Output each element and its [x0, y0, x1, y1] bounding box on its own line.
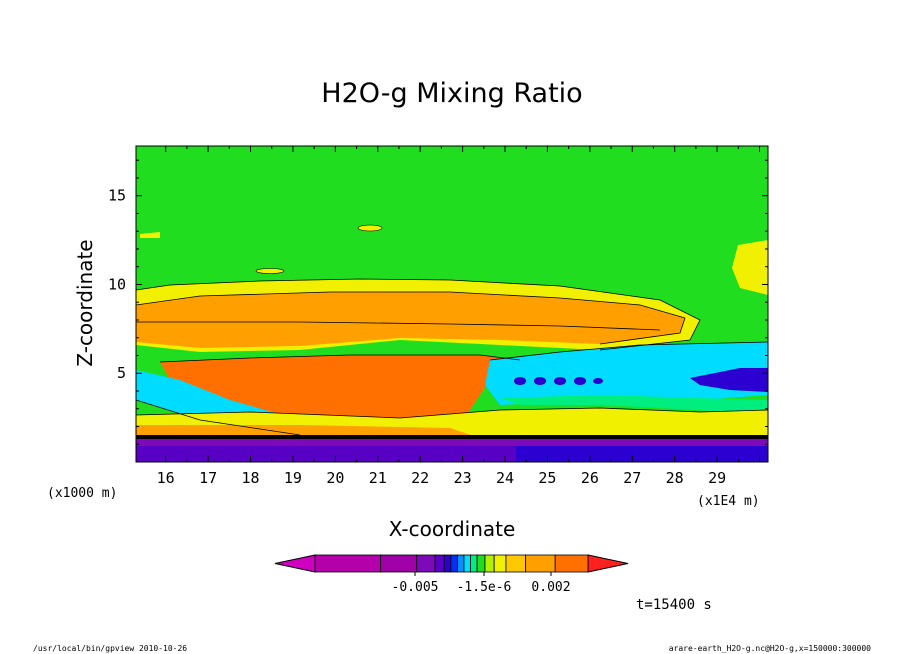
colorbar-swatch	[525, 554, 556, 573]
colorbar-swatch	[493, 554, 507, 573]
blue-lens-right	[690, 368, 768, 392]
colorbar-label-3: 0.002	[531, 580, 570, 595]
small-yellow-patch-2	[255, 268, 285, 274]
x-tick-label: 26	[581, 469, 599, 487]
x-tick-label: 16	[157, 469, 175, 487]
x-tick-label: 25	[538, 469, 556, 487]
contour-field	[136, 146, 768, 462]
y-tick-label: 5	[117, 364, 126, 382]
y-tick-label: 15	[108, 187, 126, 205]
x-tick-label: 28	[666, 469, 684, 487]
colorbar-swatch	[470, 554, 478, 573]
colorbar-max-arrow	[587, 554, 629, 573]
colorbar-swatch	[416, 554, 436, 573]
lower-orange-core	[160, 355, 520, 435]
colorbar-swatch	[450, 554, 458, 573]
colorbar-label-1: -0.005	[392, 580, 439, 595]
dark-purple-ground	[136, 446, 516, 462]
x-tick-label: 29	[708, 469, 726, 487]
x-axis-label: X-coordinate	[389, 517, 516, 541]
colorbar-swatch	[484, 554, 495, 573]
x-tick-label: 23	[454, 469, 472, 487]
plot-frame	[135, 145, 769, 463]
y-tick-label: 10	[108, 275, 126, 293]
x-unit-right: (x1E4 m)	[697, 494, 760, 509]
x-tick-label: 24	[496, 469, 514, 487]
colorbar-min-arrow	[274, 554, 316, 573]
x-tick-label: 22	[411, 469, 429, 487]
footer-right: arare-earth_H2O-g.nc@H2O-g,x=150000:3000…	[669, 644, 871, 653]
chart-title: H2O-g Mixing Ratio	[321, 78, 582, 109]
blue-ground-right	[516, 446, 768, 462]
orange-surface-band	[136, 425, 480, 438]
right-cyan-band	[485, 342, 768, 405]
x-tick-label: 27	[623, 469, 641, 487]
colorbar-swatch	[505, 554, 527, 573]
footer-left: /usr/local/bin/gpview 2010-10-26	[33, 644, 187, 653]
time-label: t=15400 s	[636, 597, 712, 613]
colorbar-swatch	[554, 554, 589, 573]
colorbar-swatch	[380, 554, 418, 573]
colorbar-swatch	[476, 554, 486, 573]
black-surface-line	[136, 435, 768, 439]
y-axis-label: Z-coordinate	[73, 239, 97, 366]
right-lower-green	[500, 395, 768, 420]
colorbar-swatch	[463, 554, 471, 573]
contour-lines	[136, 278, 768, 436]
colorbar	[274, 554, 629, 576]
x-tick-label: 20	[326, 469, 344, 487]
x-tick-label: 19	[284, 469, 302, 487]
x-tick-label: 17	[199, 469, 217, 487]
colorbar-swatch	[457, 554, 465, 573]
x-tick-label: 18	[241, 469, 259, 487]
colorbar-swatch	[314, 554, 382, 573]
colorbar-swatch	[434, 554, 445, 573]
x-unit-left: (x1000 m)	[47, 486, 117, 501]
colorbar-swatch	[443, 554, 452, 573]
blue-dashes	[514, 377, 603, 385]
x-axis-ticks: 16 17 18 19 20 21 22 23 24 25 26 27 28 29	[157, 146, 761, 487]
orange-layer	[136, 292, 685, 348]
colorbar-label-2: -1.5e-6	[457, 580, 512, 595]
y-axis-ticks: 5 10 15	[108, 159, 768, 445]
left-yellow-fleck	[140, 232, 160, 238]
small-yellow-patch-1	[357, 224, 383, 232]
x-tick-label: 21	[369, 469, 387, 487]
right-yellow-patch	[732, 240, 768, 295]
